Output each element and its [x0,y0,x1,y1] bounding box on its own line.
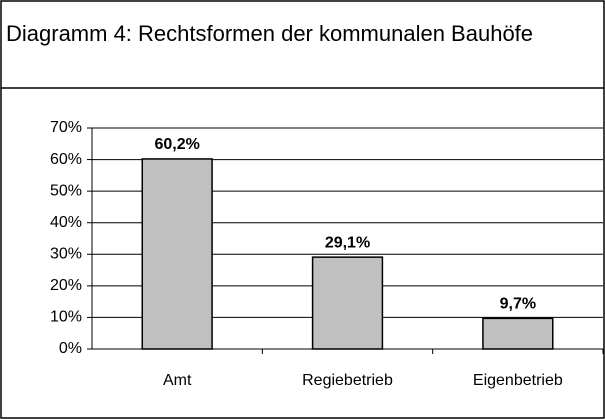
bar [311,256,384,350]
y-tick-label: 10% [50,309,82,326]
y-tick-label: 0% [59,340,82,357]
y-tick-label: 30% [50,246,82,263]
bar [141,158,213,350]
y-tick-label: 40% [50,214,82,231]
chart-title: Diagramm 4: Rechtsformen der kommunalen … [6,21,534,46]
x-tick-label: Regiebetrieb [302,372,393,389]
data-label: 9,7% [500,296,536,313]
data-label: 60,2% [154,136,199,153]
y-tick-label: 50% [50,182,82,199]
bar [482,317,554,350]
x-tick-label: Eigenbetrieb [473,372,563,389]
data-label: 29,1% [325,234,370,251]
x-tick-label: Amt [163,372,192,389]
y-tick-label: 60% [50,151,82,168]
y-tick-label: 70% [50,119,82,136]
y-tick-label: 20% [50,277,82,294]
